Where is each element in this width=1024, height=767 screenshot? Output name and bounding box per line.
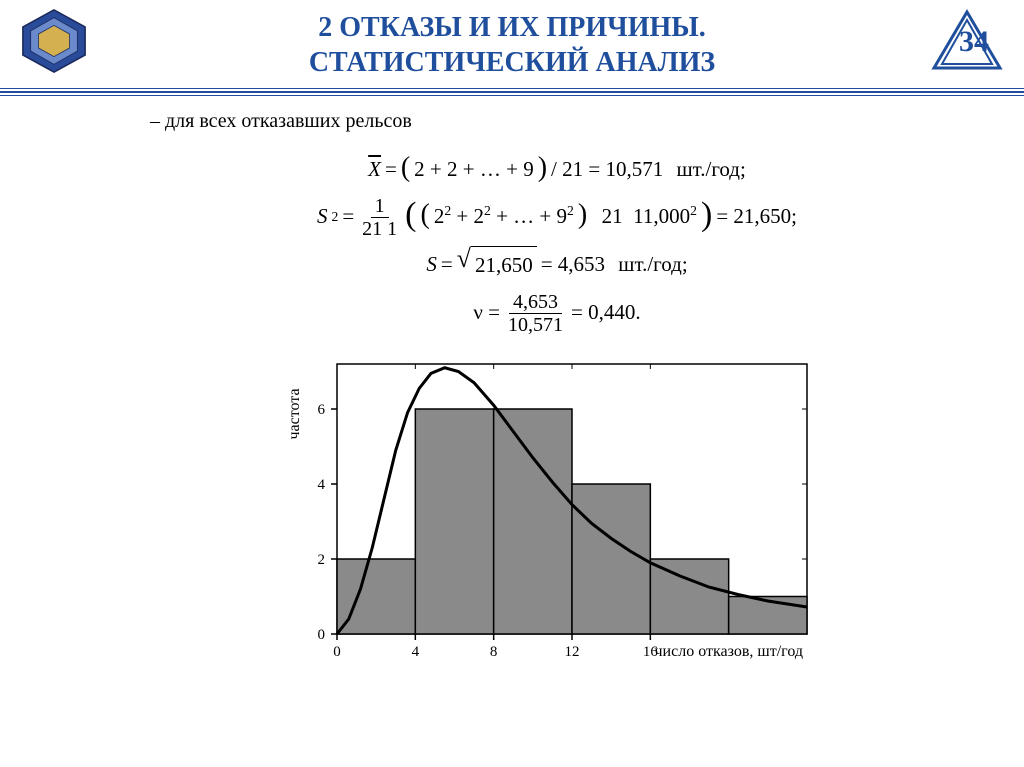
svg-text:12: 12: [565, 644, 580, 660]
svg-text:4: 4: [412, 644, 420, 660]
svg-text:0: 0: [333, 644, 341, 660]
title-line-1: 2 ОТКАЗЫ И ИХ ПРИЧИНЫ.: [0, 10, 1024, 45]
svg-text:частота: частота: [286, 388, 303, 439]
var-symbol: S: [317, 198, 328, 236]
sqrt-icon: √ 21,650: [457, 246, 537, 285]
formula-variance: S2 = 1 21 1 (( 22 + 22 + … + 92 ) 21 11,…: [150, 195, 964, 240]
logo-icon: [14, 6, 94, 76]
chart-svg: 0481216число отказов, шт/год0246частота: [277, 346, 837, 676]
var-fraction: 1 21 1: [358, 195, 401, 240]
sd-symbol: S: [426, 246, 437, 284]
slide-header: 2 ОТКАЗЫ И ИХ ПРИЧИНЫ. СТАТИСТИЧЕСКИЙ АН…: [0, 0, 1024, 90]
formulas-block: X =(2 + 2 + … + 9) / 21 = 10,571 шт./год…: [150, 151, 964, 336]
svg-text:число отказов, шт/год: число отказов, шт/год: [655, 643, 804, 660]
content-area: – для всех отказавших рельсов X =(2 + 2 …: [0, 90, 1024, 682]
sd-eq: = 4,653: [541, 246, 605, 284]
subtitle: – для всех отказавших рельсов: [150, 110, 964, 133]
svg-text:4: 4: [318, 477, 326, 493]
svg-text:2: 2: [318, 552, 326, 568]
svg-text:8: 8: [490, 644, 498, 660]
cv-eq: = 0,440.: [571, 294, 641, 332]
slide-number: 34: [959, 25, 989, 59]
header-divider: [0, 86, 1024, 98]
var-eq: = 21,650;: [716, 198, 797, 236]
title-line-2: СТАТИСТИЧЕСКИЙ АНАЛИЗ: [0, 45, 1024, 80]
formula-cv: ν = 4,653 10,571 = 0,440.: [150, 291, 964, 336]
svg-text:6: 6: [318, 402, 326, 418]
sd-unit: шт./год;: [618, 246, 687, 284]
cv-fraction: 4,653 10,571: [504, 291, 567, 336]
formula-stddev: S = √ 21,650 = 4,653 шт./год;: [150, 246, 964, 285]
mean-unit: шт./год;: [676, 151, 745, 189]
mean-symbol: X: [368, 151, 381, 189]
formula-mean: X =(2 + 2 + … + 9) / 21 = 10,571 шт./год…: [150, 151, 964, 189]
cv-lhs: ν =: [473, 294, 500, 332]
histogram-chart: 0481216число отказов, шт/год0246частота: [277, 346, 837, 682]
svg-text:0: 0: [318, 627, 326, 643]
page-title: 2 ОТКАЗЫ И ИХ ПРИЧИНЫ. СТАТИСТИЧЕСКИЙ АН…: [0, 10, 1024, 80]
